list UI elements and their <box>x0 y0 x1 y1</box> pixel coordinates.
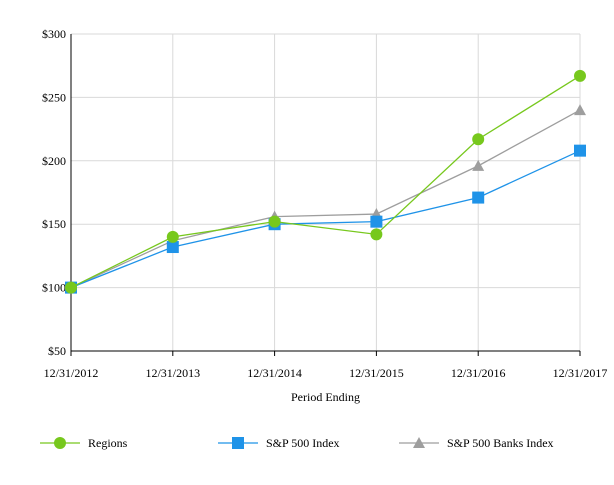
triangle-point <box>574 104 586 116</box>
series-line <box>70 75 581 289</box>
x-tick-label: 12/31/2014 <box>247 366 302 380</box>
y-tick-label: $250 <box>42 90 66 104</box>
y-tick-label: $50 <box>48 344 66 358</box>
legend-item: S&P 500 Index <box>218 436 340 450</box>
legend: Regions S&P 500 Index S&P 500 Banks Index <box>40 436 554 450</box>
circle-point <box>370 228 383 241</box>
y-tick-label: $200 <box>42 154 66 168</box>
x-tick-label: 12/31/2015 <box>349 366 404 380</box>
square-point <box>574 144 586 157</box>
circle-point <box>472 133 485 146</box>
series-s-p-500-banks-index <box>65 104 586 293</box>
square-point <box>166 241 179 254</box>
x-tick-label: 12/31/2017 <box>553 366 608 380</box>
legend-label: S&P 500 Index <box>266 436 340 450</box>
legend-square-marker <box>232 437 244 449</box>
legend-label: S&P 500 Banks Index <box>447 436 554 450</box>
series-regions <box>65 69 586 294</box>
y-tick-label: $300 <box>42 27 66 41</box>
legend-item: Regions <box>40 436 128 450</box>
series-line <box>70 109 581 289</box>
x-tick-label: 12/31/2012 <box>44 366 99 380</box>
square-point <box>370 215 383 228</box>
series <box>65 69 586 294</box>
triangle-point <box>472 159 485 171</box>
series-s-p-500-index <box>65 144 586 294</box>
circle-point <box>166 230 179 243</box>
circle-point <box>65 281 77 294</box>
circle-point <box>268 215 281 228</box>
square-point <box>472 191 485 204</box>
legend-item: S&P 500 Banks Index <box>399 436 554 450</box>
x-axis-title: Period Ending <box>291 390 360 404</box>
y-tick-label: $150 <box>42 217 66 231</box>
legend-label: Regions <box>88 436 128 450</box>
y-tick-label: $100 <box>42 281 66 295</box>
legend-triangle-marker <box>413 437 425 448</box>
x-tick-label: 12/31/2016 <box>451 366 506 380</box>
circle-point <box>574 69 586 82</box>
axes: $50 $100 $150 $200 $250 $300 12/31/2012 12/31/2… <box>42 27 607 404</box>
legend-circle-marker <box>54 437 66 449</box>
x-tick-label: 12/31/2013 <box>145 366 200 380</box>
grid <box>71 33 581 351</box>
series-line <box>70 150 581 289</box>
